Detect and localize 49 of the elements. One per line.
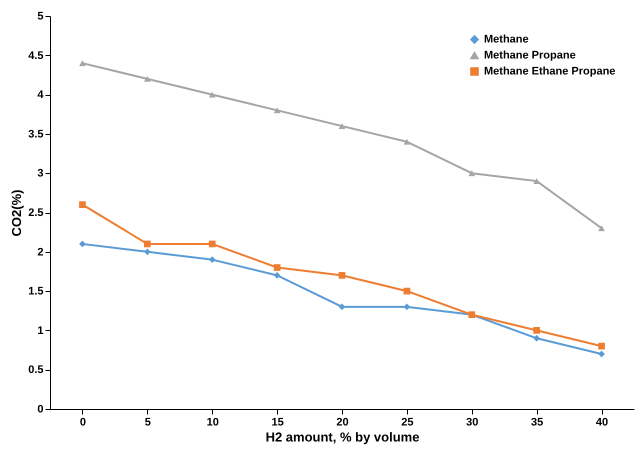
point [404, 138, 410, 145]
point [598, 350, 605, 358]
y-tick-label: 4.5 [28, 50, 44, 62]
point [468, 170, 476, 176]
point [144, 248, 151, 256]
y-tick-label: 3.5 [28, 128, 44, 140]
x-tick-label: 20 [336, 416, 349, 428]
point [208, 92, 216, 98]
y-tick-label: 0 [37, 404, 44, 416]
legend-label: Methane Ethane Propane [484, 66, 616, 78]
x-tick-label: 40 [596, 416, 608, 428]
point [79, 201, 86, 208]
point [144, 76, 151, 82]
y-tick-label: 5 [37, 10, 44, 22]
point [274, 264, 280, 271]
point [274, 107, 280, 114]
point [79, 60, 86, 66]
y-tick-label: 0.5 [28, 364, 44, 376]
x-axis-title: H2 amount, % by volume [266, 430, 420, 444]
x-tick-label: 25 [401, 416, 414, 428]
point [208, 256, 216, 264]
y-tick-label: 4 [37, 89, 44, 102]
point [404, 303, 410, 310]
point [274, 272, 280, 279]
x-tick-label: 5 [144, 416, 151, 428]
point [533, 327, 540, 334]
point [533, 334, 540, 342]
x-tick-label: 30 [466, 416, 478, 428]
point [338, 123, 346, 129]
point [338, 272, 346, 279]
y-tick-label: 1 [37, 324, 44, 337]
x-tick-label: 15 [271, 416, 284, 428]
point [338, 303, 346, 310]
x-tick-label: 10 [206, 416, 219, 428]
legend-label: Methane [484, 34, 529, 46]
legend-label: Methane Propane [484, 50, 576, 62]
y-tick-label: 2.5 [28, 207, 44, 219]
y-tick-label: 1.5 [28, 286, 44, 298]
point [208, 240, 216, 248]
point [404, 288, 410, 294]
x-tick-label: 0 [80, 416, 86, 428]
point [79, 240, 86, 248]
x-tick-label: 35 [531, 416, 544, 428]
y-tick-label: 3 [37, 168, 44, 180]
y-tick-label: 2 [37, 246, 44, 258]
point [598, 225, 605, 232]
point [598, 342, 605, 350]
point [144, 240, 151, 248]
y-axis-title: CO2(%) [9, 190, 24, 236]
